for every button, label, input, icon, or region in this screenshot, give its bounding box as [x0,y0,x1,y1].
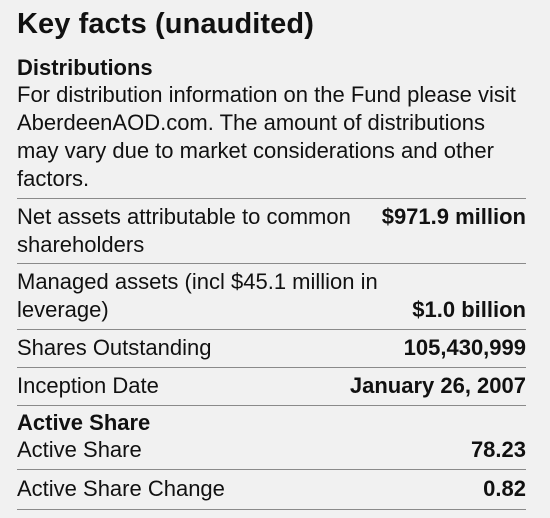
page-title: Key facts (unaudited) [17,8,314,40]
fact-label: Managed assets (incl $45.1 million in le… [17,269,378,322]
divider [17,469,526,470]
active-share-heading: Active Share [17,410,151,435]
divider [17,405,526,406]
fact-label: Inception Date [17,373,159,398]
divider [17,329,526,330]
distributions-text: For distribution information on the Fund… [17,82,516,191]
fact-value: January 26, 2007 [349,373,526,398]
fact-value: 105,430,999 [403,335,526,360]
fact-label: Net assets attributable to common shareh… [17,204,351,257]
divider [17,509,526,510]
fact-value: 78.23 [470,437,526,462]
fact-label: Active Share [17,437,142,462]
fact-row-net-assets: Net assets attributable to common shareh… [17,199,526,263]
fact-value: $971.9 million [381,204,526,229]
divider [17,367,526,368]
fact-value: 0.82 [483,476,526,501]
distributions-heading: Distributions [17,55,153,80]
fact-value: $1.0 billion [412,297,526,322]
fact-label: Shares Outstanding [17,335,212,360]
fact-row-inception-date: Inception Date January 26, 2007 [17,368,526,405]
fact-row-active-share: Active Share 78.23 [17,436,526,469]
divider [17,198,526,199]
fact-row-active-share-change: Active Share Change 0.82 [17,470,526,509]
fact-row-managed-assets: Managed assets (incl $45.1 million in le… [17,264,526,329]
fact-row-shares-outstanding: Shares Outstanding 105,430,999 [17,330,526,367]
fact-label: Active Share Change [17,476,225,501]
divider [17,263,526,264]
